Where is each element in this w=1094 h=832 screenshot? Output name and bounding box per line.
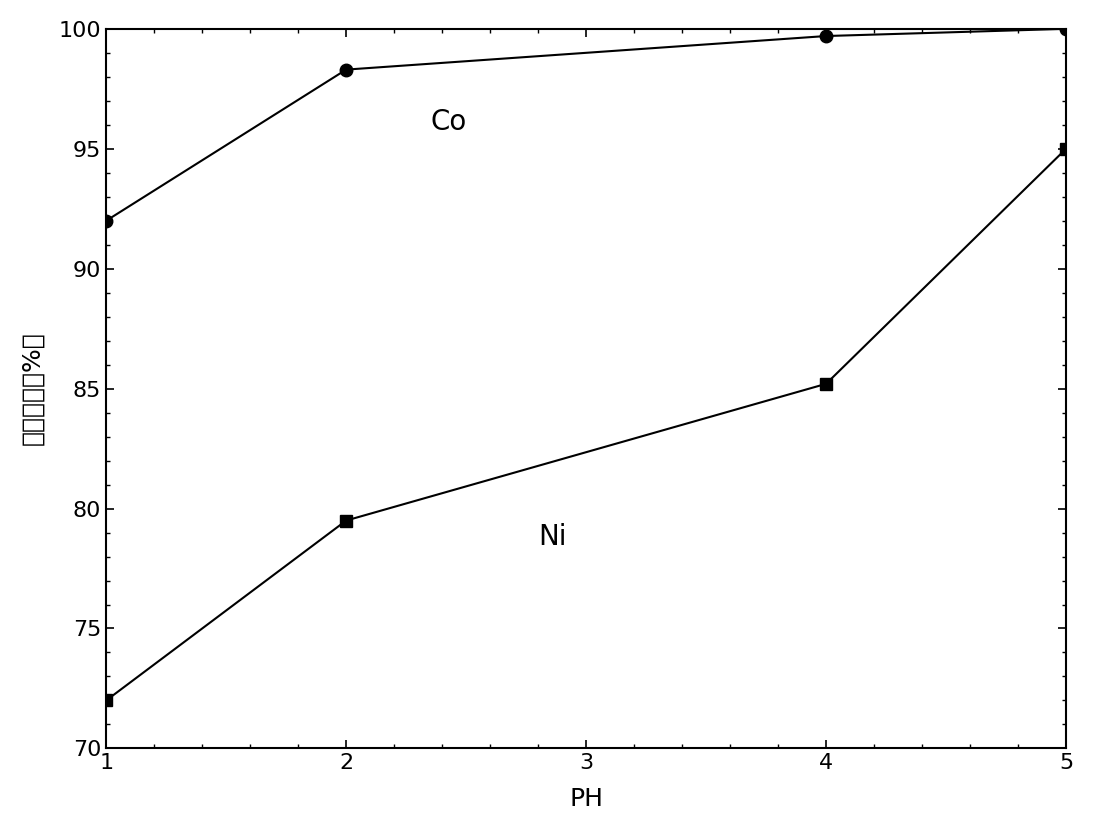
X-axis label: PH: PH	[569, 787, 603, 811]
Y-axis label: 沫沉淡率（%）: 沫沉淡率（%）	[21, 332, 45, 445]
Text: Co: Co	[430, 107, 466, 136]
Text: Ni: Ni	[538, 522, 567, 551]
